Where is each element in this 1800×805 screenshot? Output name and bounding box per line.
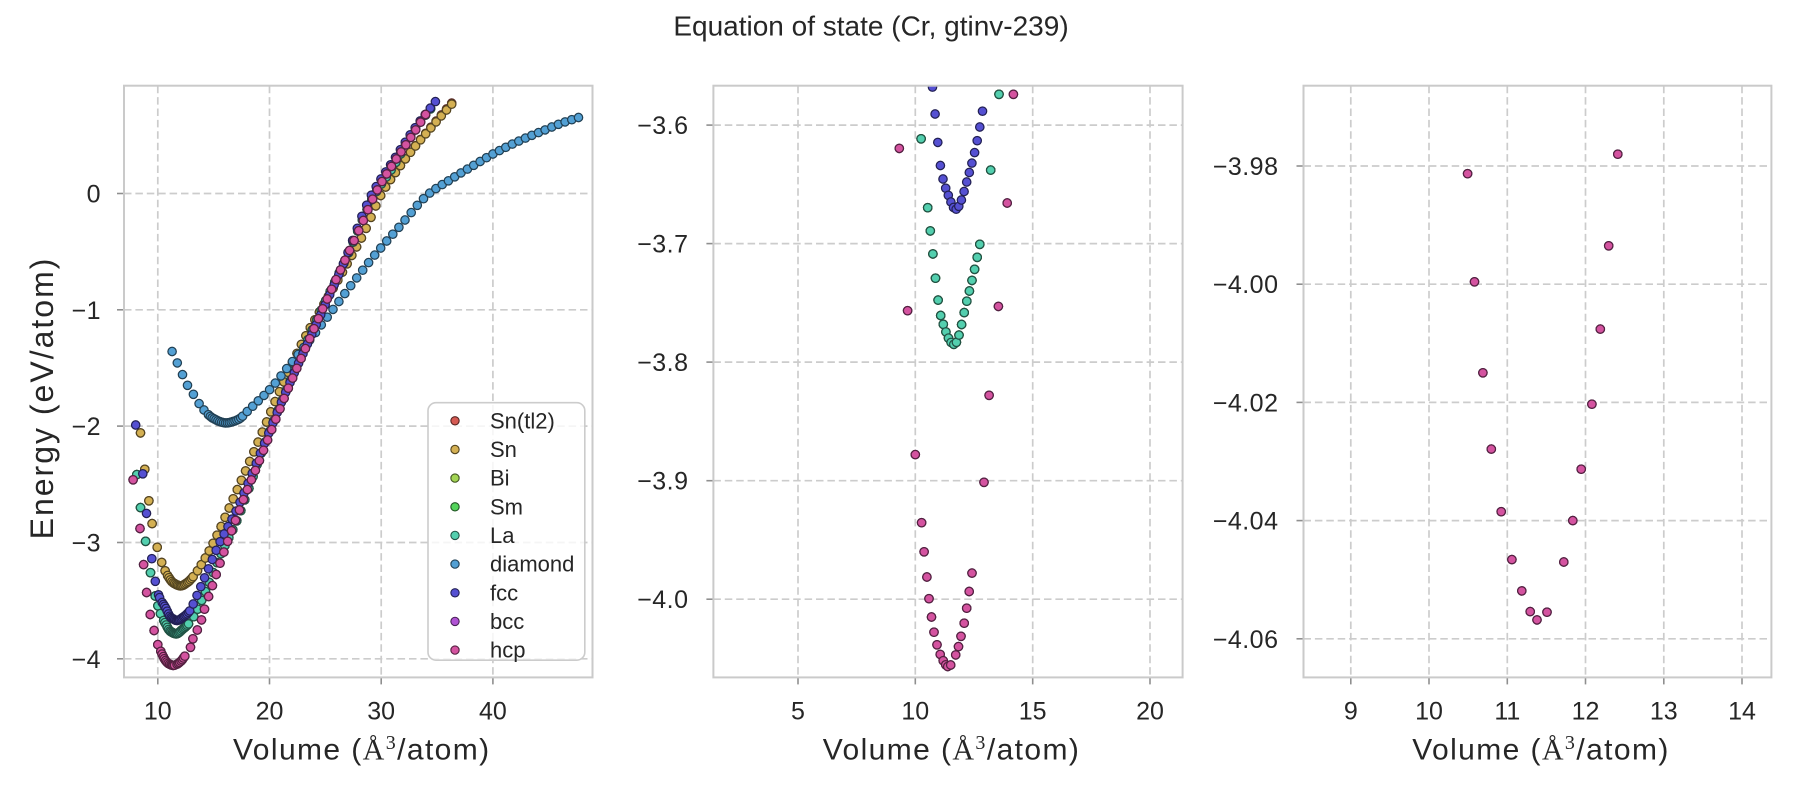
svg-text:Volume (Å3/atom): Volume (Å3/atom) — [1412, 732, 1670, 767]
svg-text:−4.02: −4.02 — [1213, 389, 1279, 417]
svg-text:20: 20 — [1136, 698, 1164, 726]
svg-text:bcc: bcc — [490, 609, 524, 634]
svg-text:12: 12 — [1572, 698, 1600, 726]
svg-text:0: 0 — [87, 181, 101, 209]
svg-text:−3.98: −3.98 — [1213, 153, 1279, 181]
svg-text:fcc: fcc — [490, 580, 518, 605]
svg-text:15: 15 — [1019, 698, 1047, 726]
svg-text:diamond: diamond — [490, 552, 574, 577]
svg-text:9: 9 — [1344, 698, 1358, 726]
svg-text:40: 40 — [479, 698, 507, 726]
svg-text:−4: −4 — [71, 646, 101, 674]
svg-text:−4.06: −4.06 — [1213, 626, 1279, 654]
svg-text:10: 10 — [144, 698, 172, 726]
svg-text:La: La — [490, 523, 515, 548]
svg-text:14: 14 — [1728, 698, 1756, 726]
svg-text:Volume (Å3/atom): Volume (Å3/atom) — [233, 732, 491, 767]
svg-text:11: 11 — [1494, 698, 1520, 726]
svg-text:−3.6: −3.6 — [637, 112, 688, 140]
svg-text:13: 13 — [1650, 698, 1678, 726]
svg-text:Sn(tl2): Sn(tl2) — [490, 408, 555, 433]
svg-text:Sm: Sm — [490, 494, 523, 519]
svg-text:−4.04: −4.04 — [1213, 508, 1279, 536]
svg-text:−3.9: −3.9 — [637, 468, 688, 496]
svg-text:hcp: hcp — [490, 638, 525, 663]
svg-text:20: 20 — [256, 698, 284, 726]
svg-text:−3.8: −3.8 — [637, 349, 688, 377]
svg-text:−3: −3 — [71, 530, 101, 558]
svg-text:−3.7: −3.7 — [637, 231, 688, 259]
svg-text:−1: −1 — [71, 297, 101, 325]
svg-text:Sn: Sn — [490, 437, 517, 462]
svg-text:Volume (Å3/atom): Volume (Å3/atom) — [823, 732, 1081, 767]
svg-text:−2: −2 — [71, 413, 101, 441]
svg-text:10: 10 — [1415, 698, 1443, 726]
svg-text:10: 10 — [901, 698, 929, 726]
svg-text:Bi: Bi — [490, 466, 510, 491]
svg-text:30: 30 — [367, 698, 395, 726]
svg-text:5: 5 — [791, 698, 805, 726]
svg-text:Equation of state (Cr, gtinv-2: Equation of state (Cr, gtinv-239) — [673, 11, 1068, 42]
svg-text:−4.00: −4.00 — [1213, 271, 1279, 299]
svg-text:Energy (eV/atom): Energy (eV/atom) — [24, 257, 60, 540]
svg-text:−4.0: −4.0 — [637, 586, 688, 614]
